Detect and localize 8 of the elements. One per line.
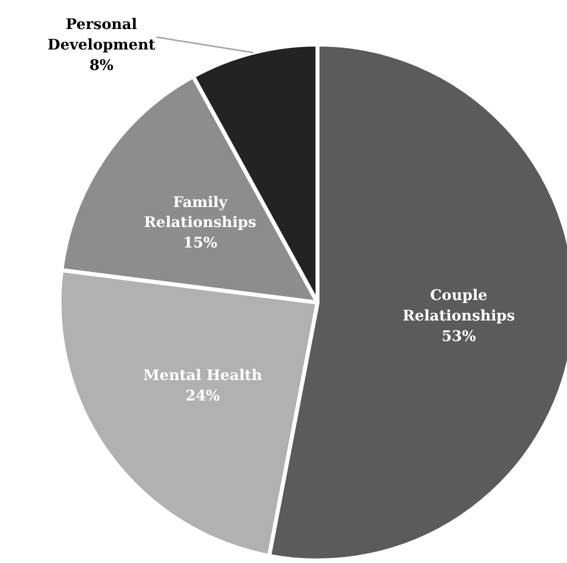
slice-label: Family Relationships	[144, 194, 256, 232]
data-label: 8%	[89, 57, 114, 74]
slice-label: Mental Health	[143, 367, 262, 384]
data-label: 15%	[182, 234, 218, 252]
data-label: 24%	[186, 388, 220, 405]
slice-label: Couple Relationships	[402, 286, 515, 324]
slice-label: Personal Development	[48, 16, 156, 54]
data-label: 53%	[442, 328, 476, 345]
